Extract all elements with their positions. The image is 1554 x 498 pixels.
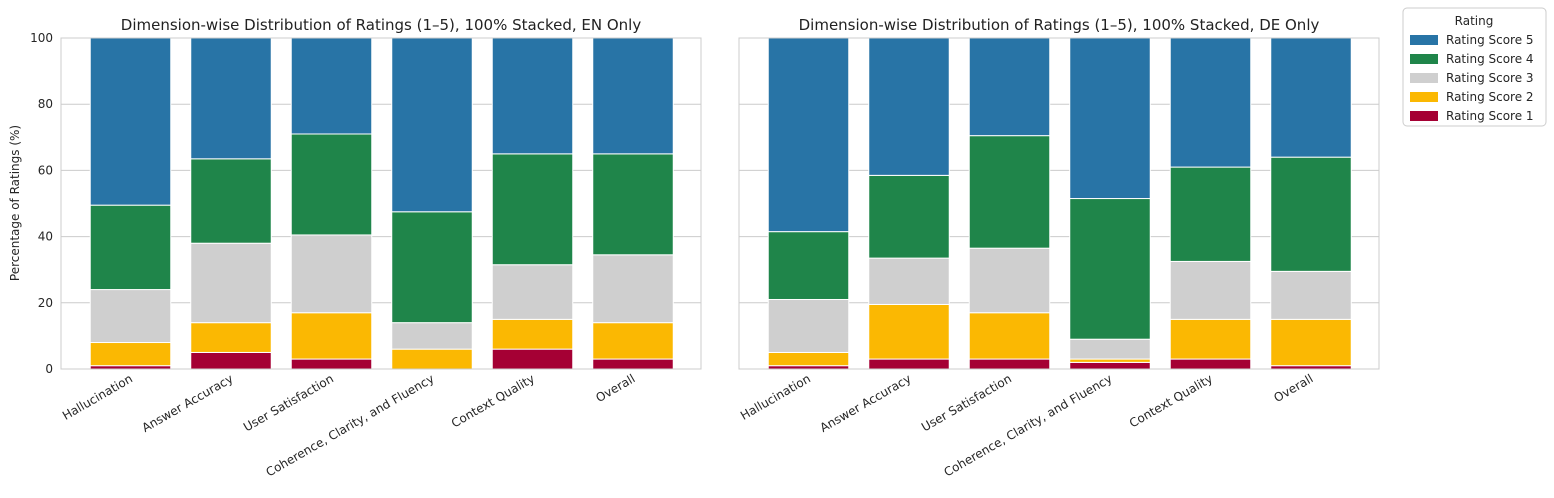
legend-entry: Rating Score 2 — [1446, 90, 1534, 104]
bar-segment — [968, 247, 1051, 314]
bar-segment — [968, 312, 1051, 360]
bar-segment — [1169, 318, 1252, 360]
y-tick-label: 40 — [38, 230, 53, 244]
bar-segment — [391, 211, 473, 324]
y-tick-label: 80 — [38, 97, 53, 111]
plot-frame — [738, 37, 1380, 370]
legend: Rating Rating Score 5 Rating Score 4 Rating… — [1402, 7, 1547, 127]
bar-segment — [491, 318, 574, 350]
bar-segment — [767, 37, 850, 233]
x-tick-label: User Satisfaction — [919, 371, 1014, 434]
y-tick-label: 100 — [30, 31, 53, 45]
bar-segment — [290, 358, 373, 370]
bar-segment — [868, 257, 950, 305]
bar-segment — [592, 37, 674, 155]
bar-segment — [491, 264, 574, 320]
legend-entry: Rating Score 5 — [1446, 33, 1534, 47]
chart-title: Dimension-wise Distribution of Ratings (… — [121, 16, 642, 34]
x-tick-label: Coherence, Clarity, and Fluency — [264, 371, 437, 479]
bar-segment — [89, 342, 172, 367]
bar-segment — [1270, 37, 1352, 158]
bar-segment — [190, 322, 272, 353]
bar-segment — [968, 37, 1051, 137]
x-tick-label: Answer Accuracy — [817, 371, 913, 435]
y-tick-label: 20 — [38, 296, 53, 310]
bar-segment — [391, 348, 473, 370]
bar-segment — [592, 153, 674, 256]
bar-segment — [1270, 156, 1352, 272]
y-axis-label: Percentage of Ratings (%) — [8, 125, 22, 281]
chart-panel-de: Dimension-wise Distribution of Ratings (… — [738, 16, 1380, 479]
bars — [767, 37, 1352, 370]
bar-segment — [592, 254, 674, 324]
x-tick-label: Context Quality — [449, 371, 537, 430]
bar-segment — [592, 358, 674, 370]
bar-segment — [1169, 166, 1252, 262]
x-tick-label: Hallucination — [60, 371, 135, 422]
x-tick-label: Hallucination — [738, 371, 813, 422]
bar-segment — [1169, 37, 1252, 168]
legend-swatch — [1410, 35, 1438, 45]
bar-segment — [491, 37, 574, 155]
bar-segment — [290, 312, 373, 360]
bar-segment — [767, 351, 850, 367]
x-tick-label: User Satisfaction — [241, 371, 336, 434]
bar-segment — [89, 289, 172, 344]
bar-segment — [290, 234, 373, 314]
bar-segment — [190, 242, 272, 324]
bar-segment — [89, 37, 172, 206]
legend-swatch — [1410, 92, 1438, 102]
bar-segment — [1069, 198, 1151, 340]
bar-segment — [767, 231, 850, 300]
legend-swatch — [1410, 111, 1438, 121]
y-tick-label: 0 — [45, 362, 53, 376]
bars — [89, 37, 674, 370]
y-tick-label: 60 — [38, 163, 53, 177]
bar-segment — [1069, 338, 1151, 360]
x-tick-label: Overall — [1271, 371, 1315, 405]
x-tick-label: Context Quality — [1127, 371, 1215, 430]
bar-segment — [89, 204, 172, 291]
legend-title: Rating — [1455, 14, 1494, 28]
bar-segment — [868, 303, 950, 360]
bar-segment — [1270, 318, 1352, 367]
bar-segment — [868, 358, 950, 370]
bar-segment — [1069, 361, 1151, 370]
legend-swatch — [1410, 54, 1438, 64]
bar-segment — [1169, 358, 1252, 370]
bar-segment — [290, 133, 373, 236]
bar-segment — [968, 135, 1051, 249]
x-tick-label: Overall — [593, 371, 637, 405]
bar-segment — [190, 158, 272, 244]
legend-swatch — [1410, 73, 1438, 83]
bar-segment — [767, 298, 850, 353]
x-tick-label: Coherence, Clarity, and Fluency — [942, 371, 1115, 479]
plot-frame — [60, 37, 702, 370]
bar-segment — [290, 37, 373, 135]
legend-box — [1402, 7, 1547, 127]
bar-segment — [391, 322, 473, 350]
chart-title: Dimension-wise Distribution of Ratings (… — [799, 16, 1320, 34]
bar-segment — [1270, 270, 1352, 320]
bar-segment — [1169, 260, 1252, 320]
x-tick-label: Answer Accuracy — [139, 371, 235, 435]
bar-segment — [868, 37, 950, 176]
chart-panel-en: Dimension-wise Distribution of Ratings (… — [30, 16, 702, 479]
legend-entry: Rating Score 4 — [1446, 52, 1534, 66]
bar-segment — [190, 37, 272, 160]
bar-segment — [968, 358, 1051, 370]
bar-segment — [1069, 37, 1151, 200]
legend-entry: Rating Score 1 — [1446, 109, 1534, 123]
bar-segment — [491, 348, 574, 370]
legend-entry: Rating Score 3 — [1446, 71, 1534, 85]
bar-segment — [491, 153, 574, 266]
bar-segment — [391, 37, 473, 213]
bar-segment — [190, 351, 272, 370]
bar-segment — [592, 322, 674, 360]
bar-segment — [868, 174, 950, 259]
